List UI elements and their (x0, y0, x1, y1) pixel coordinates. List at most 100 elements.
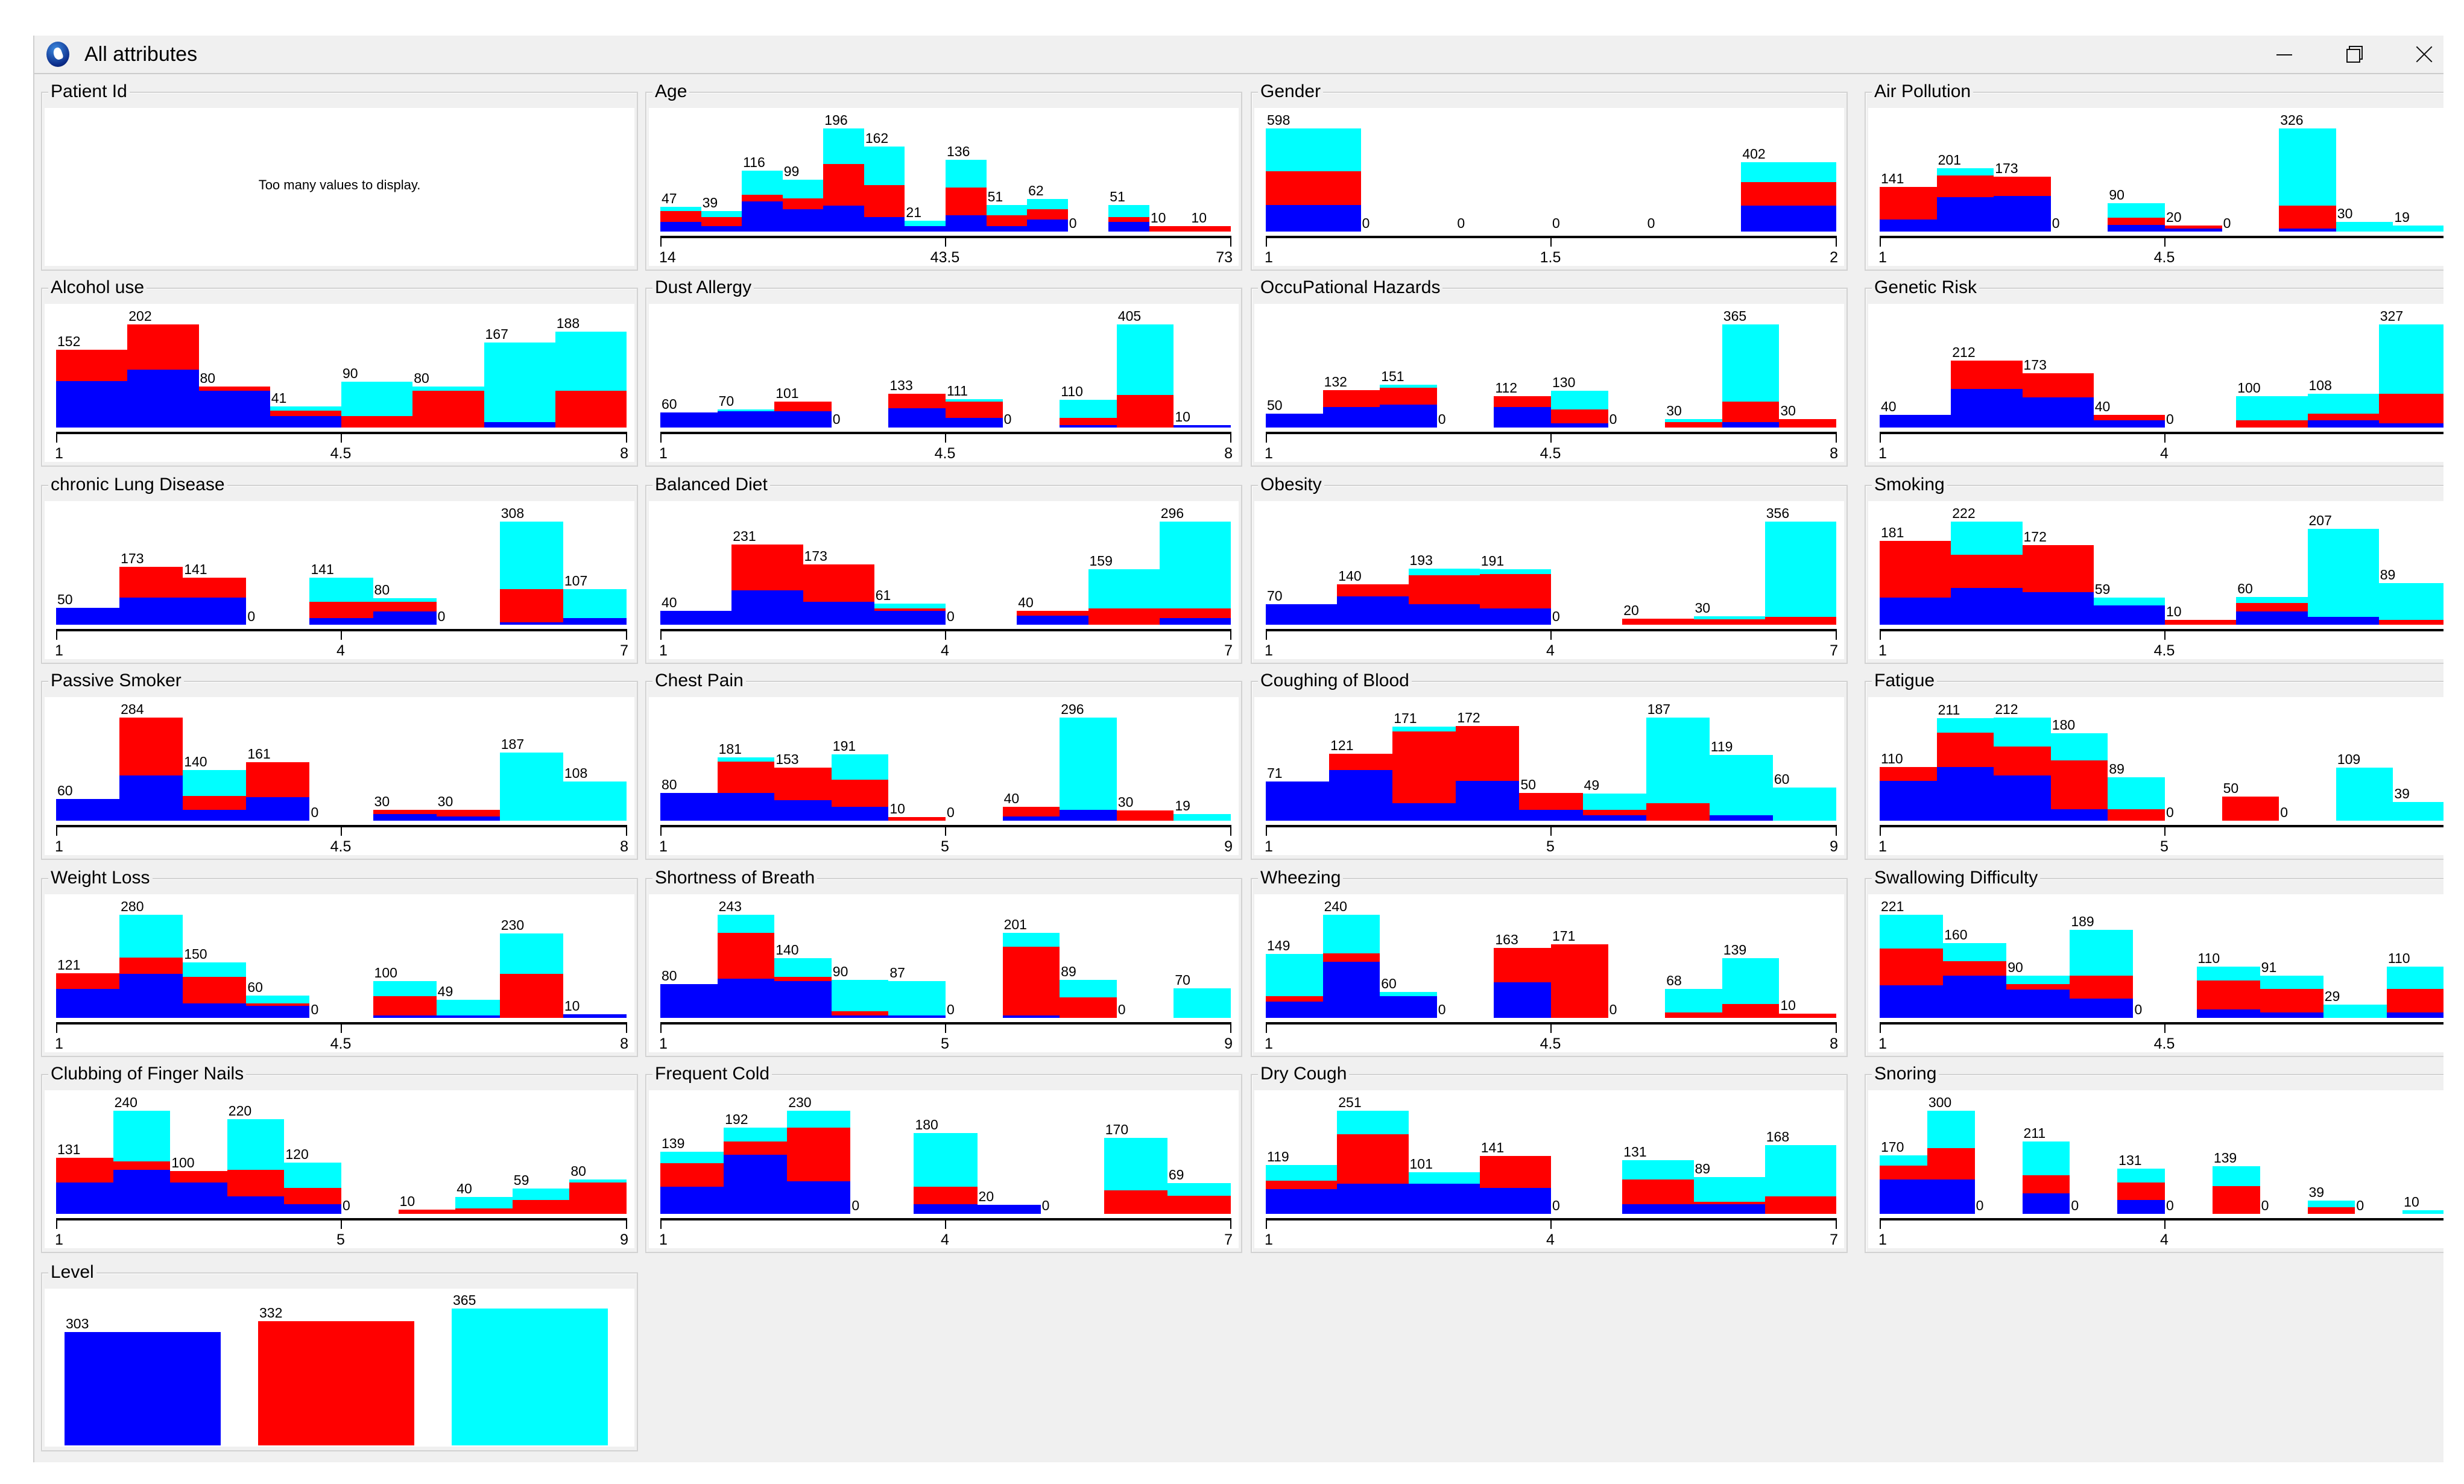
bar-segment-class1 (198, 391, 270, 428)
bar-segment-class2 (1665, 422, 1722, 428)
bar-segment-class1 (2093, 420, 2165, 428)
bar-segment-class1 (1880, 780, 1937, 821)
bar-segment-class1 (2108, 224, 2165, 232)
bar-segment-class1 (742, 201, 783, 232)
bar-count-label: 100 (171, 1154, 195, 1170)
bar-segment-class1 (119, 775, 183, 821)
bar-segment-class3 (864, 146, 905, 186)
restore-button[interactable] (2319, 36, 2388, 73)
panel-gender: 598 0 0 0 0 402 1 1.5 2 Gender (1251, 81, 1848, 271)
bar-segment-class2 (1722, 401, 1780, 423)
x-axis-tick-label: 4.5 (934, 445, 956, 462)
bar-segment-class3 (717, 915, 775, 933)
bar-count-label: 80 (374, 581, 390, 598)
bar-count-label: 172 (1457, 709, 1480, 725)
x-axis-tick-label: 1 (1878, 838, 1887, 855)
bar-segment-class3 (2236, 396, 2308, 421)
bar-segment-class1 (1709, 815, 1773, 821)
bar-segment-class3 (1936, 168, 1994, 175)
bar-segment-class3 (1951, 522, 2023, 555)
bar-count-label: 112 (1495, 379, 1518, 396)
x-axis-tick-label: 8 (620, 1035, 628, 1052)
histogram-plot-area: 131 240 100 220 120 0 10 40 59 80 1 5 9 (45, 1090, 634, 1248)
bar-count-label: 326 (2280, 112, 2304, 128)
bar-segment-class1 (717, 411, 775, 428)
bar-count-label: 10 (1780, 997, 1796, 1013)
minimize-button[interactable] (2249, 36, 2319, 73)
bar-count-label: 20 (1623, 602, 1639, 619)
bar-count-label: 0 (1438, 411, 1446, 427)
bar-segment-class1 (874, 611, 946, 625)
bar-segment-class2 (2378, 619, 2443, 625)
bar-segment-class3 (2393, 801, 2443, 821)
bar-count-label: 221 (1881, 898, 1904, 914)
panel-title: Dust Allergy (652, 277, 754, 298)
bar-segment-class2 (823, 164, 864, 206)
title-bar[interactable]: All attributes (34, 36, 2443, 74)
bar-count-label: 0 (851, 1198, 860, 1213)
bar-count-label: 303 (66, 1315, 89, 1331)
bar-count-label: 121 (1330, 737, 1354, 754)
bar-segment-class3 (2050, 733, 2108, 760)
close-button[interactable] (2388, 36, 2443, 73)
bar-segment-class2 (782, 198, 824, 210)
bar-segment-class1 (1494, 406, 1551, 428)
bar-segment-class2 (2236, 602, 2308, 611)
histogram-plot-area: 80 181 153 191 10 0 40 296 30 19 1 5 9 (649, 697, 1239, 855)
x-axis-line (1880, 1022, 2443, 1025)
x-axis-line (1880, 629, 2443, 631)
bar-segment-class2 (2006, 984, 2070, 990)
bar-segment-class2 (946, 187, 987, 215)
bar-count-label: 0 (1041, 1198, 1050, 1213)
histogram-plot-area: 47 39 116 99 196 162 21 136 51 62 0 51 10 10 14 43.5 73 (649, 108, 1239, 266)
panel-title: Air Pollution (1872, 81, 1974, 103)
bar-segment-class2 (701, 216, 742, 227)
bar-segment-class3 (1880, 1155, 1927, 1166)
bar-count-label: 70 (1175, 971, 1190, 988)
x-axis-tick (2164, 432, 2165, 443)
x-axis-tick (1230, 629, 1231, 640)
bar-count-label: 30 (1666, 402, 1682, 418)
bar-segment-class1 (56, 608, 120, 625)
bar-segment-class1 (2022, 397, 2094, 428)
bar-count-label: 10 (2166, 604, 2182, 620)
bar-segment-class2 (2165, 620, 2237, 625)
bar-count-label: 173 (2023, 356, 2047, 373)
bar-segment-class3 (2393, 226, 2443, 232)
bar-segment-class2 (831, 1011, 889, 1015)
bar-segment-class2 (1764, 616, 1836, 625)
bar-segment-class3 (1027, 198, 1068, 210)
bar-segment-class1 (774, 800, 832, 821)
x-axis-tick (1550, 1022, 1552, 1033)
bar-segment-class1 (2006, 989, 2070, 1018)
panel-dry-cough: 119 251 101 141 0 131 89 168 1 4 7 Dry Cough (1251, 1063, 1848, 1253)
x-axis-tick-label: 1 (1878, 249, 1887, 266)
bar-segment-class2 (2260, 989, 2323, 1012)
bar-count-label: 168 (1766, 1128, 1790, 1145)
bar-segment-class1 (660, 222, 701, 232)
bar-segment-class3 (499, 933, 563, 974)
x-axis-tick (56, 432, 57, 443)
bar-count-label: 60 (57, 782, 73, 798)
bar-count-label: 30 (2337, 206, 2353, 222)
x-axis-line (1880, 1218, 2443, 1220)
histogram-plot-area: 40212173400100108327147 (1868, 304, 2443, 462)
x-axis-tick (945, 236, 946, 247)
bar-segment-class1 (2117, 1200, 2165, 1214)
panel-title: Wheezing (1258, 867, 1344, 889)
bar-segment-class2 (246, 762, 310, 798)
bar-count-label: 162 (865, 130, 889, 146)
bar-count-label: 59 (513, 1172, 529, 1188)
bar-count-label: 99 (783, 163, 800, 179)
bar-segment-class2 (1116, 394, 1174, 428)
bar-segment-class2 (1622, 619, 1694, 625)
histogram-plot-area: 50 173 141 0 141 80 0 308 107 1 4 7 (45, 501, 634, 659)
panel-title: Obesity (1258, 474, 1324, 496)
bar-segment-class2 (341, 416, 413, 428)
bar-segment-class3 (227, 1119, 285, 1170)
bar-segment-class2 (1060, 417, 1117, 425)
too-many-values-message: Too many values to display. (258, 177, 421, 192)
bar-count-label: 0 (247, 608, 256, 624)
bar-count-label: 0 (1362, 215, 1370, 231)
